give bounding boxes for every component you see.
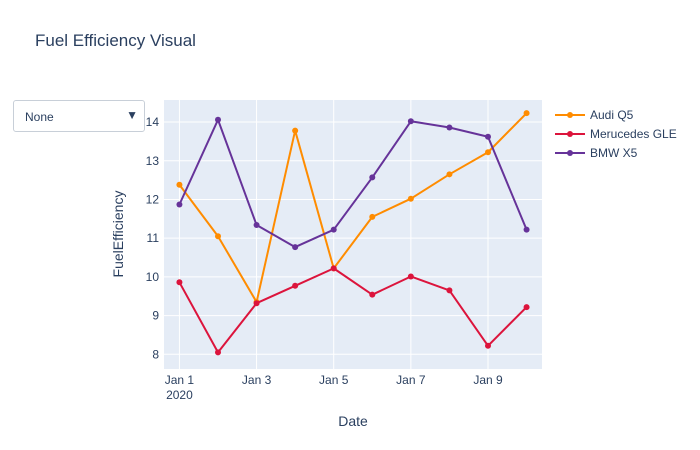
- y-tick-label: 10: [146, 270, 160, 284]
- x-tick-label: Jan 9: [473, 373, 503, 387]
- x-tick-label: Jan 7: [396, 373, 426, 387]
- data-point: [446, 287, 453, 294]
- data-point: [446, 171, 453, 178]
- data-point: [485, 342, 491, 349]
- data-point: [407, 195, 414, 202]
- legend-marker: [567, 150, 573, 156]
- legend-label: Audi Q5: [590, 108, 634, 122]
- data-point: [446, 124, 453, 131]
- data-point: [485, 149, 491, 156]
- x-tick-sublabel: 2020: [166, 388, 193, 402]
- y-tick-label: 13: [146, 154, 160, 168]
- plot-area: [164, 100, 542, 369]
- series-bmw-x5: [176, 116, 530, 251]
- data-point: [407, 118, 414, 125]
- legend-marker: [567, 131, 573, 137]
- data-point: [369, 213, 376, 220]
- data-point: [253, 300, 260, 307]
- x-tick-label: Jan 1: [165, 373, 195, 387]
- data-point: [485, 133, 491, 140]
- gridlines: [164, 100, 542, 369]
- data-point: [176, 201, 183, 208]
- series-merucedes-gle: [176, 265, 530, 356]
- legend-label: Merucedes GLE: [590, 127, 677, 141]
- y-tick-label: 11: [147, 231, 160, 245]
- y-tick-label: 12: [146, 192, 160, 206]
- y-axis-ticks: 8 9 10 11 12 13 14: [146, 115, 160, 361]
- data-point: [253, 222, 260, 229]
- series-line: [178, 112, 528, 304]
- data-point: [523, 226, 530, 233]
- data-point: [292, 282, 299, 289]
- data-point: [292, 127, 299, 134]
- data-point: [369, 291, 376, 298]
- data-point: [330, 265, 337, 272]
- data-point: [215, 349, 221, 356]
- data-point: [176, 279, 183, 286]
- x-tick-label: Jan 3: [242, 373, 272, 387]
- data-point: [176, 181, 183, 188]
- chart-title: Fuel Efficiency Visual: [35, 31, 196, 50]
- series-layer: [176, 110, 530, 356]
- data-point: [369, 174, 376, 181]
- dropdown-arrow-icon: ▼: [126, 108, 138, 122]
- data-point: [330, 226, 337, 233]
- x-tick-label: Jan 5: [319, 373, 349, 387]
- dropdown-selected-value: None: [25, 110, 54, 124]
- legend: Audi Q5 Merucedes GLE BMW X5: [555, 108, 677, 160]
- series-line: [178, 118, 528, 249]
- data-point: [523, 110, 530, 117]
- legend-item[interactable]: Audi Q5: [555, 108, 634, 122]
- legend-item[interactable]: Merucedes GLE: [555, 127, 677, 141]
- y-axis-label: FuelEfficiency: [110, 191, 126, 278]
- data-point: [523, 304, 530, 311]
- data-point: [292, 244, 299, 251]
- data-point: [407, 273, 414, 280]
- legend-label: BMW X5: [590, 146, 638, 160]
- series-line: [178, 267, 528, 354]
- y-tick-label: 8: [152, 347, 159, 361]
- y-tick-label: 14: [146, 115, 160, 129]
- data-point: [215, 233, 221, 240]
- y-tick-label: 9: [152, 309, 159, 323]
- data-point: [215, 116, 221, 123]
- legend-marker: [567, 112, 573, 118]
- series-filter-dropdown[interactable]: None ▼: [13, 100, 145, 132]
- legend-item[interactable]: BMW X5: [555, 146, 638, 160]
- x-axis-label: Date: [338, 413, 368, 429]
